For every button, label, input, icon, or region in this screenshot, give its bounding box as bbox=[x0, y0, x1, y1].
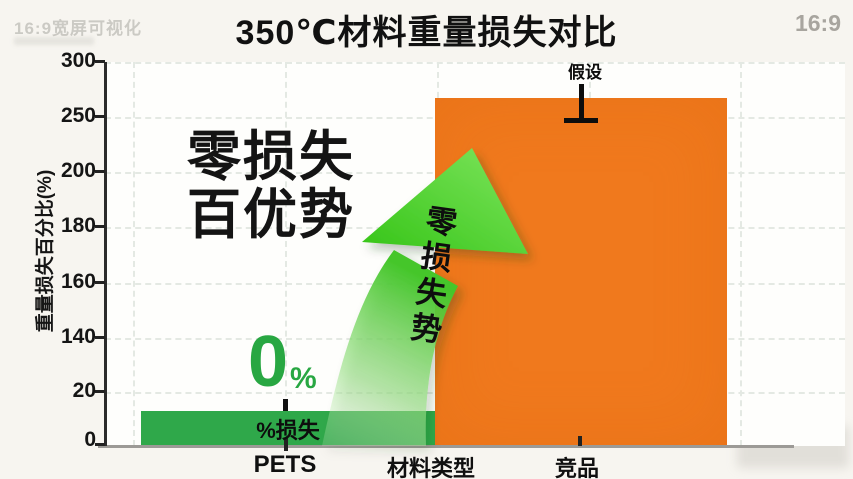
zero-value-annotation: 0 % bbox=[248, 326, 317, 398]
gridline-vertical bbox=[285, 62, 287, 446]
y-tick-mark bbox=[95, 225, 105, 228]
y-tick-mark bbox=[95, 60, 105, 63]
hypothesis-label: 假设 bbox=[568, 63, 602, 82]
gridline-horizontal bbox=[105, 62, 845, 64]
y-tick-label: 160 bbox=[60, 270, 96, 293]
y-tick-mark bbox=[95, 170, 105, 173]
watermark-top-left: 16:9宽屏可视化 bbox=[14, 19, 143, 38]
zero-value-percent-sign: % bbox=[290, 362, 317, 395]
hypothesis-marker-cap bbox=[564, 118, 598, 123]
hypothesis-marker-stem bbox=[579, 84, 584, 120]
y-tick-label: 180 bbox=[60, 214, 96, 237]
slogan-line-2: 百优势 bbox=[187, 185, 355, 245]
zero-value-number: 0 bbox=[248, 322, 289, 402]
x-tick-mark bbox=[284, 438, 288, 451]
y-tick-label: 300 bbox=[60, 49, 96, 72]
y-tick-mark bbox=[95, 390, 105, 393]
watermark-top-right: 16:9 bbox=[794, 10, 841, 36]
x-tick-mark bbox=[578, 436, 582, 446]
y-tick-mark bbox=[95, 443, 105, 446]
slogan-line-1: 零损失 bbox=[187, 127, 355, 187]
green-bar-label: %损失 bbox=[256, 418, 320, 443]
gridline-vertical bbox=[133, 62, 135, 446]
bar-competitor bbox=[435, 98, 727, 445]
watermark-top-left-subtext-blur bbox=[14, 37, 94, 45]
gridline-vertical bbox=[740, 62, 742, 446]
x-axis-title: 材料类型 bbox=[386, 456, 475, 479]
y-tick-mark bbox=[95, 336, 105, 339]
y-tick-mark bbox=[95, 115, 105, 118]
y-tick-label: 140 bbox=[60, 325, 96, 348]
y-axis-line bbox=[104, 62, 107, 446]
y-tick-label: 0 bbox=[84, 428, 96, 451]
y-tick-label: 20 bbox=[72, 379, 96, 402]
y-tick-label: 200 bbox=[60, 159, 96, 182]
y-tick-label: 250 bbox=[60, 104, 96, 127]
y-tick-mark bbox=[95, 281, 105, 284]
x-axis-line bbox=[98, 445, 794, 448]
slogan-text: 零损失 百优势 bbox=[148, 128, 394, 244]
x-label-pets: PETS bbox=[253, 451, 317, 478]
zero-pointer-tick bbox=[283, 399, 288, 411]
chart-title: 350℃材料重量损失对比 bbox=[235, 14, 618, 52]
x-label-competitor: 竞品 bbox=[554, 456, 599, 479]
